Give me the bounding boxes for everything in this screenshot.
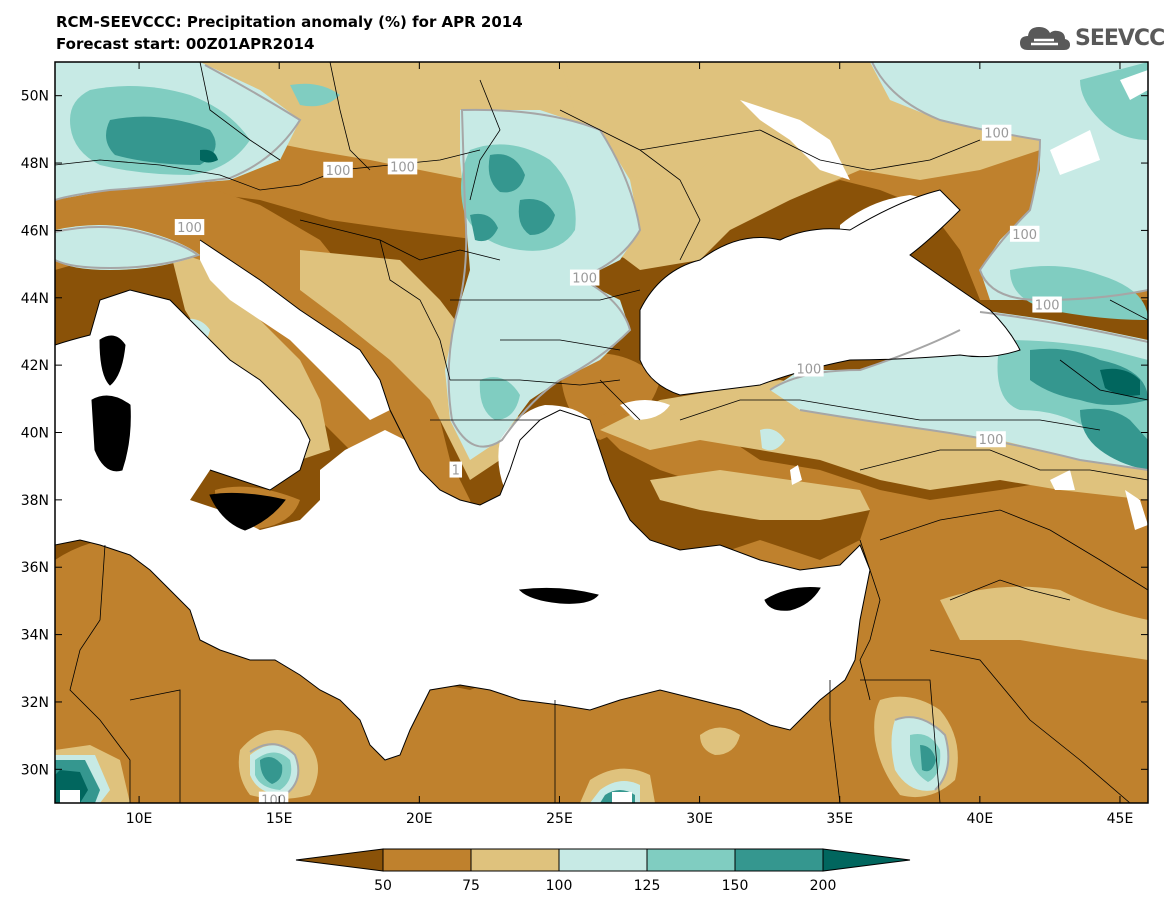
lat-tick-label: 32N [21, 695, 49, 711]
lat-tick-label: 46N [21, 223, 49, 239]
lat-tick-label: 30N [21, 762, 49, 778]
contour-label-bg [569, 269, 600, 286]
adriatic-tyrrhenian-sea [55, 290, 870, 760]
latitude-ticks: 30N 32N 34N 36N 38N 40N 42N 44N 46N 48N 50N [21, 89, 1148, 778]
lon-tick-label: 10E [126, 811, 153, 827]
colorbar-arrow-low [295, 848, 384, 872]
contour-label: 100 [177, 221, 202, 236]
contour-label: 100 [796, 363, 821, 378]
contour-label: 100 [572, 272, 597, 287]
colorbar-segment [646, 848, 736, 872]
colorbar-label: 50 [374, 878, 392, 894]
colorbar-segment [558, 848, 648, 872]
black-sea [640, 190, 1020, 395]
colorbar: 50 75 100 125 150 200 [295, 848, 911, 894]
contour-label: 1 [452, 464, 460, 479]
lon-tick-label: 45E [1107, 811, 1134, 827]
contour-label: 100 [261, 794, 286, 809]
contour-label: 100 [1035, 299, 1060, 314]
lat-tick-label: 50N [21, 89, 49, 105]
lat-tick-label: 34N [21, 628, 49, 644]
contour-label: 100 [979, 433, 1004, 448]
contour-label-bg [174, 219, 205, 236]
contour-label: 100 [984, 127, 1009, 142]
colorbar-label: 200 [810, 878, 837, 894]
seevccc-logo: SEEVCCC [1018, 22, 1165, 54]
contour-label-bg [794, 360, 824, 377]
marmara-sea [620, 400, 670, 420]
contour-label: 100 [326, 164, 351, 179]
sardinia-island [92, 396, 131, 471]
lat-tick-label: 36N [21, 560, 49, 576]
lat-tick-label: 42N [21, 358, 49, 374]
contour-label-bg [258, 791, 289, 803]
lat-tick-label: 40N [21, 426, 49, 442]
contour-label-bg [1009, 225, 1040, 242]
logo-text: SEEVCCC [1075, 25, 1165, 51]
tunisian-coast [55, 340, 90, 530]
contour-label: 100 [390, 160, 415, 175]
lon-tick-label: 30E [686, 811, 713, 827]
lon-tick-label: 40E [967, 811, 994, 827]
upper-adriatic [200, 240, 390, 420]
colorbar-label: 75 [462, 878, 480, 894]
colorbar-segment [382, 848, 472, 872]
colorbar-label: 125 [634, 878, 661, 894]
lon-tick-label: 25E [546, 811, 573, 827]
lat-tick-label: 38N [21, 493, 49, 509]
longitude-ticks: 10E 15E 20E 25E 30E 35E 40E 45E [126, 62, 1134, 827]
crete-island [520, 588, 598, 604]
cyprus-island [765, 587, 820, 611]
colorbar-arrow-high [822, 848, 911, 872]
lon-tick-label: 20E [406, 811, 433, 827]
coastlines [55, 189, 1021, 761]
sea-of-azov [840, 195, 950, 249]
contour-label-bg [323, 161, 353, 178]
map-plot-area: 100 100 100 100 100 100 100 100 100 100 1 [55, 62, 1148, 809]
corsica-island [100, 336, 125, 385]
contour-label-bg [981, 124, 1012, 141]
lat-tick-label: 44N [21, 291, 49, 307]
missing-data-patches [60, 70, 1148, 803]
lon-tick-label: 15E [266, 811, 293, 827]
contour-labels: 100 100 100 100 100 100 100 100 100 100 1 [174, 124, 1062, 809]
cloud-icon [1020, 27, 1070, 50]
contour-label-bg [976, 431, 1006, 448]
chart-title: RCM-SEEVCCC: Precipitation anomaly (%) f… [56, 13, 523, 31]
lon-tick-label: 35E [826, 811, 853, 827]
chart-subtitle: Forecast start: 00Z01APR2014 [56, 35, 315, 53]
contour-label-bg [1032, 296, 1062, 313]
colorbar-segment [734, 848, 824, 872]
colorbar-segment [470, 848, 560, 872]
lat-tick-label: 48N [21, 156, 49, 172]
colorbar-label: 100 [546, 878, 573, 894]
colorbar-label: 150 [722, 878, 749, 894]
contour-label: 100 [1012, 228, 1037, 243]
contour-label-bg [449, 461, 463, 478]
contour-label-bg [387, 158, 418, 175]
